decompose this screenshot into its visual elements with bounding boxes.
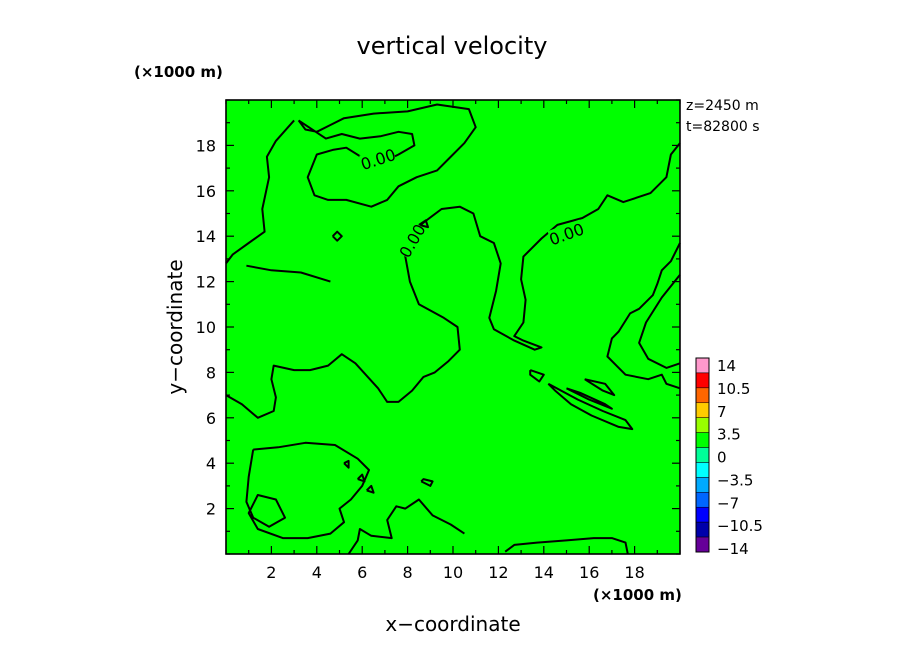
colorbar-swatch bbox=[695, 402, 710, 418]
contour-line-4 bbox=[297, 103, 477, 208]
y-tick-label: 4 bbox=[206, 454, 216, 473]
contour-line-7 bbox=[347, 498, 465, 555]
y-tick-label: 12 bbox=[196, 273, 216, 292]
x-tick-label: 4 bbox=[312, 563, 322, 582]
contour-line-10 bbox=[566, 387, 613, 410]
contour-line-11 bbox=[584, 378, 616, 397]
contour-line-6 bbox=[245, 441, 370, 540]
colorbar-swatch bbox=[695, 357, 710, 374]
y-tick-label: 18 bbox=[196, 136, 216, 155]
x-tick-label: 14 bbox=[534, 563, 554, 582]
contour-line-13 bbox=[331, 230, 343, 242]
colorbar-swatch bbox=[695, 417, 710, 433]
colorbar-swatch bbox=[695, 447, 710, 463]
contour-label-bg bbox=[547, 219, 586, 248]
colorbar-label: −7 bbox=[717, 494, 739, 512]
x-tick-label: 2 bbox=[266, 563, 276, 582]
y-tick-label: 2 bbox=[206, 500, 216, 519]
colorbar-frame bbox=[695, 357, 710, 553]
colorbar-swatch bbox=[695, 462, 710, 478]
contour-line-16 bbox=[366, 484, 375, 494]
contour-line-20 bbox=[418, 219, 429, 229]
x-tick-label: 12 bbox=[488, 563, 508, 582]
colorbar-label: −14 bbox=[717, 540, 749, 558]
y-tick-label: 14 bbox=[196, 227, 216, 246]
axis-ticks: 2 4 6 8 10 12 14 16 18 2 4 6 8 10 12 14 16 18 bbox=[196, 99, 681, 582]
x-axis-label: x−coordinate bbox=[385, 612, 520, 636]
contour-label-bg bbox=[395, 221, 428, 260]
colorbar-swatch bbox=[695, 506, 710, 523]
colorbar-label: −3.5 bbox=[717, 471, 753, 489]
contour-lines bbox=[225, 103, 681, 555]
y-tick-label: 10 bbox=[196, 318, 216, 337]
contour-line-17 bbox=[420, 478, 434, 487]
y-tick-label: 8 bbox=[206, 363, 216, 382]
colorbar-label: 7 bbox=[717, 403, 727, 421]
colorbar: 14 10.5 7 3.5 0 −3.5 −7 −10.5 −14 bbox=[695, 357, 763, 558]
y-unit-label: (×1000 m) bbox=[134, 63, 223, 81]
contour-label-bg bbox=[359, 145, 397, 172]
colorbar-swatch bbox=[695, 387, 710, 404]
contour-line-1 bbox=[225, 142, 681, 419]
x-tick-label: 18 bbox=[624, 563, 644, 582]
colorbar-swatch bbox=[695, 372, 710, 389]
colorbar-swatch bbox=[695, 477, 710, 493]
colorbar-label: −10.5 bbox=[717, 517, 763, 535]
colorbar-label: 3.5 bbox=[717, 426, 741, 444]
contour-line-12 bbox=[529, 369, 545, 383]
x-tick-label: 8 bbox=[403, 563, 413, 582]
contour-line-0 bbox=[225, 119, 295, 265]
y-tick-label: 16 bbox=[196, 182, 216, 201]
contour-line-3 bbox=[638, 274, 681, 369]
x-tick-label: 10 bbox=[443, 563, 463, 582]
colorbar-swatch bbox=[695, 492, 710, 508]
colorbar-label: 10.5 bbox=[717, 380, 750, 398]
x-unit-label: (×1000 m) bbox=[593, 586, 682, 604]
annotation-t: t=82800 s bbox=[686, 119, 760, 135]
x-tick-label: 6 bbox=[357, 563, 367, 582]
contour-line-5 bbox=[246, 264, 331, 283]
plot-area bbox=[226, 100, 680, 554]
colorbar-swatch bbox=[695, 521, 710, 538]
colorbar-label: 14 bbox=[717, 357, 736, 375]
colorbar-swatch bbox=[695, 432, 710, 448]
contour-line-15 bbox=[356, 473, 366, 483]
y-axis-label: y−coordinate bbox=[163, 259, 187, 394]
contour-line-9 bbox=[547, 382, 634, 431]
contour-line-14 bbox=[343, 459, 350, 469]
colorbar-label: 0 bbox=[717, 449, 727, 467]
chart-title: vertical velocity bbox=[357, 32, 548, 60]
y-tick-label: 6 bbox=[206, 409, 216, 428]
colorbar-swatch bbox=[695, 536, 710, 553]
annotation-z: z=2450 m bbox=[686, 98, 759, 114]
contour-line-8 bbox=[504, 537, 629, 555]
contour-line-2 bbox=[606, 242, 681, 390]
x-tick-label: 16 bbox=[579, 563, 599, 582]
